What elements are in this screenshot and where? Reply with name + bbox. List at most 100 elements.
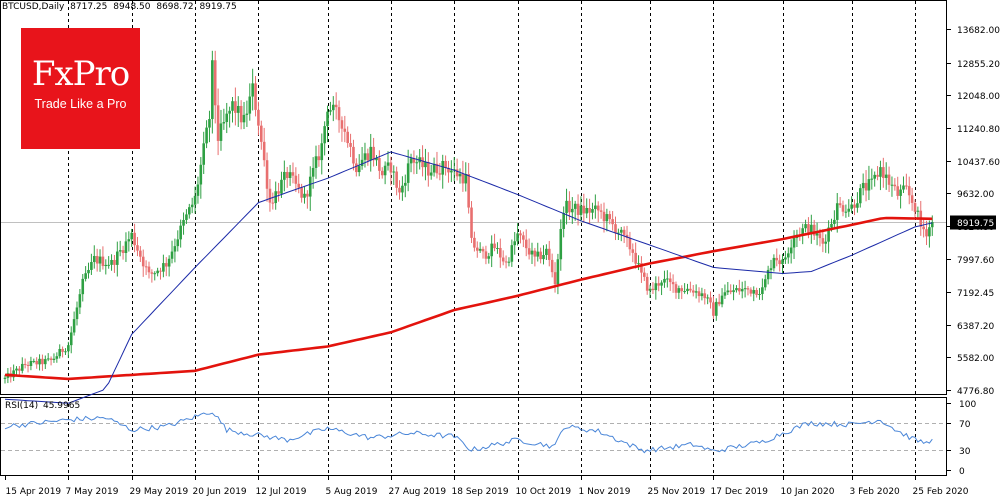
candle bbox=[907, 176, 911, 205]
candle bbox=[723, 284, 727, 299]
candle-body bbox=[326, 111, 329, 127]
candle bbox=[375, 155, 378, 166]
candle-body bbox=[317, 156, 321, 161]
candle bbox=[873, 171, 876, 187]
candle bbox=[346, 126, 349, 148]
low-value: 8698.72 bbox=[156, 2, 194, 12]
candle bbox=[591, 202, 594, 220]
candle-body bbox=[496, 247, 499, 249]
candle bbox=[288, 164, 292, 186]
candle-body bbox=[213, 60, 217, 106]
candle bbox=[69, 326, 73, 354]
x-tick-label: 10 Jan 2020 bbox=[781, 487, 835, 497]
candle bbox=[349, 133, 352, 158]
candle bbox=[415, 155, 419, 174]
candle bbox=[164, 257, 168, 277]
candle-body bbox=[547, 248, 551, 260]
y-tick-label: 9632.00 bbox=[957, 190, 994, 200]
candle-body bbox=[346, 131, 349, 144]
candle bbox=[499, 238, 502, 268]
vertical-gridlines bbox=[68, 1, 916, 475]
candle-body bbox=[202, 143, 206, 165]
candle-body bbox=[334, 104, 338, 108]
candle-body bbox=[818, 233, 822, 239]
candle bbox=[251, 68, 254, 111]
y-tick-label: 7997.60 bbox=[957, 256, 994, 266]
candle bbox=[64, 348, 67, 355]
candle-body bbox=[383, 165, 387, 176]
candle-body bbox=[709, 297, 712, 303]
candle-body bbox=[55, 356, 59, 359]
candle bbox=[651, 282, 655, 295]
candle bbox=[686, 283, 689, 295]
candle bbox=[173, 238, 177, 263]
candle bbox=[72, 311, 76, 336]
candle bbox=[429, 164, 433, 180]
close-value: 8919.75 bbox=[199, 2, 237, 12]
candle-body bbox=[697, 291, 701, 297]
candle bbox=[369, 133, 373, 172]
candle-body bbox=[424, 162, 427, 168]
rsi-indicator-label: RSI(14) 45.9965 bbox=[5, 401, 82, 411]
candle bbox=[640, 256, 643, 283]
candle-body bbox=[781, 259, 784, 265]
candle-body bbox=[858, 188, 862, 204]
candle bbox=[306, 190, 309, 209]
candle bbox=[683, 283, 686, 294]
candle-body bbox=[470, 207, 473, 238]
candle bbox=[824, 234, 828, 253]
candle-body bbox=[438, 173, 442, 175]
candle-body bbox=[139, 250, 142, 257]
candle-body bbox=[455, 169, 459, 177]
candle bbox=[925, 220, 928, 246]
candle-body bbox=[775, 257, 779, 261]
candle bbox=[78, 288, 82, 315]
candle-body bbox=[847, 208, 851, 212]
candle bbox=[858, 184, 862, 208]
candle bbox=[467, 162, 470, 214]
candle bbox=[729, 284, 732, 295]
candle bbox=[562, 206, 565, 238]
candle bbox=[850, 196, 853, 214]
candle-body bbox=[58, 348, 62, 357]
candle-body bbox=[242, 114, 246, 123]
candle bbox=[297, 173, 301, 194]
candle bbox=[694, 284, 698, 299]
candle bbox=[700, 287, 704, 301]
candle bbox=[141, 249, 145, 277]
candle-body bbox=[594, 205, 597, 210]
candle-body bbox=[930, 222, 934, 228]
candle-body bbox=[421, 157, 424, 168]
y-tick-label: 4776.80 bbox=[957, 387, 994, 397]
candle-body bbox=[136, 245, 139, 251]
candle-body bbox=[689, 288, 692, 291]
date-axis: 15 Apr 2019 7 May 2019 29 May 2019 20 Jun 2… bbox=[5, 476, 969, 497]
candle-body bbox=[69, 332, 73, 346]
candle-body bbox=[738, 288, 741, 292]
candle-body bbox=[565, 200, 568, 214]
candle bbox=[427, 152, 430, 187]
candle bbox=[792, 230, 796, 260]
candle-body bbox=[254, 83, 257, 110]
candle-body bbox=[481, 248, 485, 252]
candle bbox=[308, 166, 312, 211]
candle-body bbox=[81, 278, 85, 295]
chart-header: BTCUSD,Daily 8717.25 8948.50 8698.72 891… bbox=[2, 2, 240, 12]
candle-body bbox=[879, 167, 882, 177]
candle-body bbox=[429, 172, 433, 176]
candle-body bbox=[35, 360, 38, 365]
candle bbox=[778, 254, 781, 272]
candle-body bbox=[827, 227, 830, 242]
candle-body bbox=[447, 167, 450, 173]
candle-body bbox=[533, 250, 537, 257]
candle bbox=[372, 137, 375, 167]
candle bbox=[703, 289, 707, 305]
candle-body bbox=[84, 273, 87, 279]
candle-body bbox=[686, 288, 689, 292]
candle-body bbox=[392, 171, 396, 173]
candle bbox=[26, 361, 30, 373]
candle bbox=[928, 220, 931, 248]
candle bbox=[735, 285, 738, 293]
x-tick-label: 20 Jun 2019 bbox=[193, 487, 247, 497]
candle bbox=[752, 286, 756, 302]
